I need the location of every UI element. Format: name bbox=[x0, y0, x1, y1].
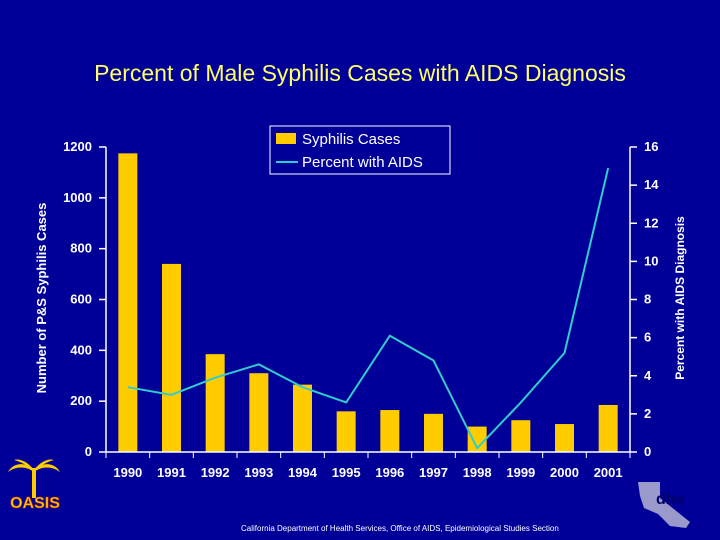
bar-1997 bbox=[424, 413, 443, 452]
x-tick-label: 1999 bbox=[506, 465, 535, 480]
x-tick-label: 1990 bbox=[113, 465, 142, 480]
right-axis-title: Percent with AIDS Diagnosis bbox=[673, 216, 687, 380]
right-tick-label: 2 bbox=[644, 406, 651, 421]
bar-1995 bbox=[336, 411, 356, 452]
x-tick-label: 2001 bbox=[594, 465, 623, 480]
line-layer bbox=[127, 167, 610, 450]
left-tick-label: 1200 bbox=[63, 139, 92, 154]
bar-1996 bbox=[380, 410, 400, 452]
oasis-logo: OASIS bbox=[8, 459, 61, 512]
footer-source: California Department of Health Services… bbox=[241, 524, 559, 533]
bar-2001 bbox=[598, 404, 618, 452]
right-tick-label: 10 bbox=[644, 253, 658, 268]
bar-1990 bbox=[118, 153, 138, 452]
bar-1999 bbox=[511, 420, 531, 452]
x-tick-label: 1995 bbox=[332, 465, 361, 480]
left-tick-label: 600 bbox=[70, 292, 92, 307]
right-tick-label: 6 bbox=[644, 330, 651, 345]
bar-1993 bbox=[249, 373, 269, 452]
left-tick-label: 800 bbox=[70, 241, 92, 256]
palm-icon bbox=[8, 459, 60, 498]
left-axis-title: Number of P&S Syphilis Cases bbox=[34, 203, 49, 394]
bar-1992 bbox=[205, 354, 225, 452]
x-tick-label: 1994 bbox=[288, 465, 318, 480]
left-tick-label: 200 bbox=[70, 393, 92, 408]
legend-label-line: Percent with AIDS bbox=[302, 154, 423, 171]
slide-title: Percent of Male Syphilis Cases with AIDS… bbox=[94, 60, 626, 86]
oasis-logo-text: OASIS bbox=[10, 495, 60, 512]
x-tick-label: 1998 bbox=[463, 465, 492, 480]
legend-label-bars: Syphilis Cases bbox=[302, 131, 400, 148]
right-tick-label: 8 bbox=[644, 292, 651, 307]
line-percent-with-aids bbox=[127, 167, 610, 450]
x-tick-label: 2000 bbox=[550, 465, 579, 480]
bar-1991 bbox=[162, 263, 181, 452]
axes-layer: 0 200 400 600 800 1000 1200 0 2 4 6 8 10 12 14 16 1990 19… bbox=[63, 139, 659, 480]
x-tick-label: 1997 bbox=[419, 465, 448, 480]
x-tick-label: 1992 bbox=[201, 465, 230, 480]
legend: Syphilis Cases Percent with AIDS bbox=[269, 125, 451, 175]
dhs-logo-text: dhs bbox=[656, 491, 685, 508]
left-tick-label: 1000 bbox=[63, 190, 92, 205]
bar-1994 bbox=[293, 384, 312, 452]
legend-swatch-bars bbox=[276, 133, 296, 144]
california-shape-icon bbox=[638, 482, 690, 528]
left-tick-label: 400 bbox=[70, 342, 92, 357]
right-tick-label: 12 bbox=[644, 215, 658, 230]
bars-layer bbox=[118, 153, 618, 452]
legend-box bbox=[269, 125, 451, 175]
right-tick-label: 0 bbox=[644, 444, 651, 459]
x-tick-label: 1991 bbox=[157, 465, 186, 480]
right-tick-label: 4 bbox=[644, 368, 652, 383]
right-tick-label: 16 bbox=[644, 139, 658, 154]
x-tick-label: 1993 bbox=[244, 465, 273, 480]
bar-2000 bbox=[555, 424, 574, 452]
dhs-logo: dhs bbox=[638, 482, 690, 528]
left-tick-label: 0 bbox=[85, 444, 92, 459]
x-tick-label: 1996 bbox=[375, 465, 404, 480]
combo-chart: 0 200 400 600 800 1000 1200 0 2 4 6 8 10 12 14 16 1990 19… bbox=[34, 125, 687, 480]
bar-1998 bbox=[467, 426, 487, 452]
right-tick-label: 14 bbox=[644, 177, 659, 192]
